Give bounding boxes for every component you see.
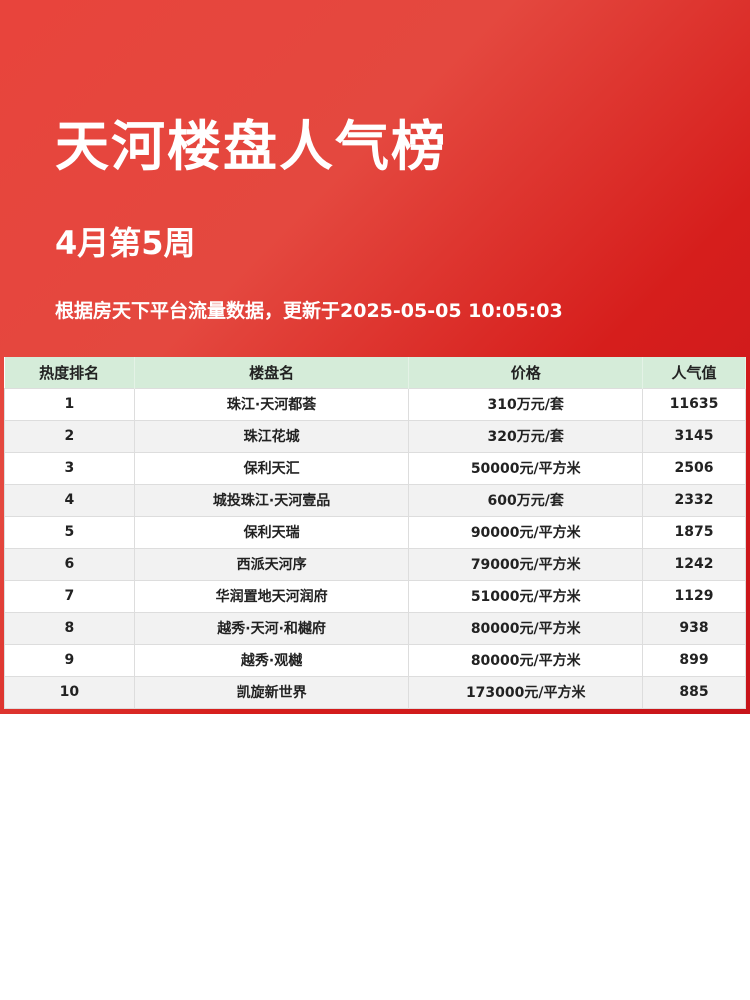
table-row: 1 珠江·天河都荟 310万元/套 11635 (4, 387, 746, 421)
ranking-table: 热度排名 楼盘名 价格 人气值 1 珠江·天河都荟 310万元/套 11635 2 珠江花… (4, 357, 746, 709)
name-cell: 凯旋新世界 (133, 675, 410, 709)
name-cell: 保利天瑞 (133, 515, 410, 549)
name-cell: 保利天汇 (133, 451, 410, 485)
column-header: 人气值 (642, 357, 746, 388)
name-cell: 越秀·天河·和樾府 (133, 611, 410, 645)
popularity-cell: 1129 (642, 579, 746, 613)
popularity-cell: 11635 (642, 387, 746, 421)
table-row: 2 珠江花城 320万元/套 3145 (4, 419, 746, 453)
name-cell: 城投珠江·天河壹品 (133, 483, 410, 517)
week-label: 4月第5周 (55, 224, 196, 262)
column-header: 热度排名 (4, 357, 135, 388)
popularity-cell: 885 (642, 675, 746, 709)
popularity-cell: 1875 (642, 515, 746, 549)
table-row: 9 越秀·观樾 80000元/平方米 899 (4, 643, 746, 677)
price-cell: 320万元/套 (408, 419, 644, 453)
table-header: 热度排名 楼盘名 价格 人气值 (4, 357, 746, 388)
popularity-cell: 1242 (642, 547, 746, 581)
page-title: 天河楼盘人气榜 (55, 115, 447, 178)
update-note: 根据房天下平台流量数据，更新于2025-05-05 10:05:03 (55, 300, 563, 322)
price-cell: 51000元/平方米 (408, 579, 644, 613)
name-cell: 华润置地天河润府 (133, 579, 410, 613)
rank-cell: 6 (4, 547, 135, 581)
rank-cell: 10 (4, 675, 135, 709)
column-header: 价格 (408, 357, 644, 388)
rank-cell: 9 (4, 643, 135, 677)
name-cell: 西派天河序 (133, 547, 410, 581)
popularity-cell: 3145 (642, 419, 746, 453)
table-row: 5 保利天瑞 90000元/平方米 1875 (4, 515, 746, 549)
table-row: 3 保利天汇 50000元/平方米 2506 (4, 451, 746, 485)
price-cell: 90000元/平方米 (408, 515, 644, 549)
rank-cell: 4 (4, 483, 135, 517)
popularity-cell: 2506 (642, 451, 746, 485)
price-cell: 310万元/套 (408, 387, 644, 421)
price-cell: 80000元/平方米 (408, 643, 644, 677)
price-cell: 600万元/套 (408, 483, 644, 517)
popularity-cell: 899 (642, 643, 746, 677)
rank-cell: 2 (4, 419, 135, 453)
popularity-cell: 938 (642, 611, 746, 645)
rank-cell: 7 (4, 579, 135, 613)
price-cell: 173000元/平方米 (408, 675, 644, 709)
price-cell: 79000元/平方米 (408, 547, 644, 581)
rank-cell: 5 (4, 515, 135, 549)
table-row: 6 西派天河序 79000元/平方米 1242 (4, 547, 746, 581)
name-cell: 越秀·观樾 (133, 643, 410, 677)
rank-cell: 8 (4, 611, 135, 645)
table-row: 10 凯旋新世界 173000元/平方米 885 (4, 675, 746, 709)
hero-banner: 天河楼盘人气榜 4月第5周 根据房天下平台流量数据，更新于2025-05-05 … (0, 0, 750, 714)
rank-cell: 3 (4, 451, 135, 485)
rank-cell: 1 (4, 387, 135, 421)
table-row: 4 城投珠江·天河壹品 600万元/套 2332 (4, 483, 746, 517)
price-cell: 50000元/平方米 (408, 451, 644, 485)
popularity-cell: 2332 (642, 483, 746, 517)
table-row: 7 华润置地天河润府 51000元/平方米 1129 (4, 579, 746, 613)
column-header: 楼盘名 (134, 357, 410, 388)
name-cell: 珠江·天河都荟 (133, 387, 410, 421)
table-row: 8 越秀·天河·和樾府 80000元/平方米 938 (4, 611, 746, 645)
name-cell: 珠江花城 (133, 419, 410, 453)
price-cell: 80000元/平方米 (408, 611, 644, 645)
